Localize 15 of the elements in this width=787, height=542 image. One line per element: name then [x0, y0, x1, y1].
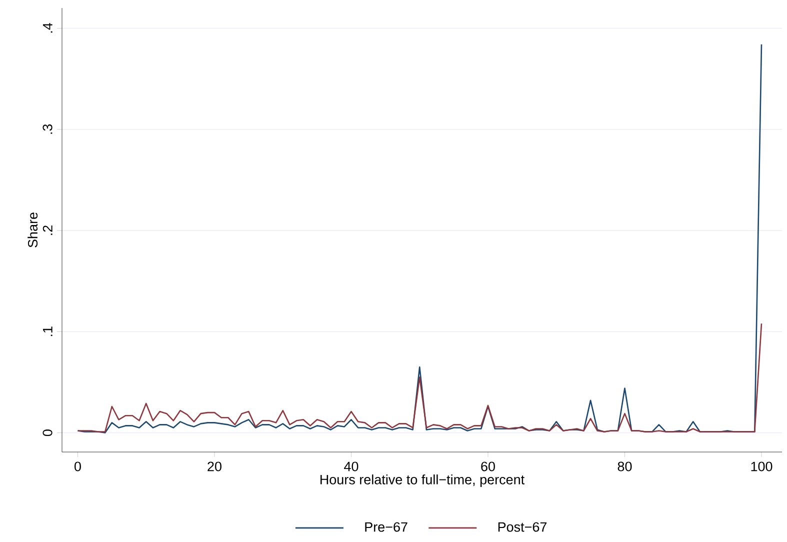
- y-tick-label: .1: [43, 326, 52, 336]
- y-axis-title: Share: [28, 212, 38, 248]
- y-tick-label: .4: [43, 22, 52, 33]
- legend-label: Post−67: [498, 522, 547, 532]
- y-tick-label: .3: [42, 124, 52, 134]
- x-tick-label: 40: [344, 462, 358, 472]
- x-tick-label: 20: [208, 462, 222, 472]
- y-tick-label: .2: [42, 226, 52, 235]
- x-axis-title: Hours relative to full−time, percent: [320, 474, 524, 488]
- legend-label: Pre−67: [365, 522, 408, 532]
- y-tick-label: 0: [42, 430, 52, 436]
- x-tick-label: 100: [751, 462, 772, 472]
- x-tick-label: 80: [618, 462, 632, 472]
- x-tick-label: 0: [74, 462, 81, 472]
- x-tick-label: 60: [481, 462, 495, 472]
